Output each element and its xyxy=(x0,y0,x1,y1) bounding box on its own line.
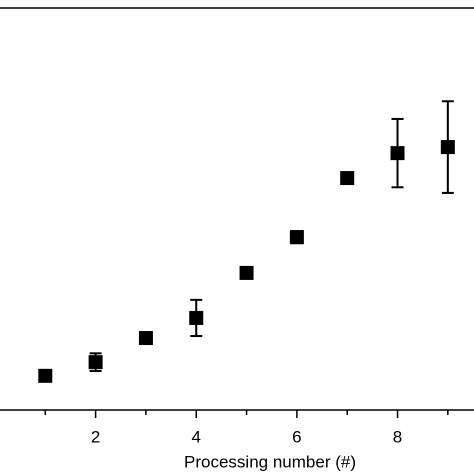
point xyxy=(390,146,405,161)
point xyxy=(289,230,304,245)
x-tick-label: 4 xyxy=(192,427,201,446)
point xyxy=(138,331,153,346)
x-tick-label: 2 xyxy=(91,427,100,446)
point xyxy=(440,140,455,155)
x-axis-label: Processing number (#) xyxy=(184,452,356,471)
point xyxy=(38,368,53,383)
point xyxy=(239,265,254,280)
point xyxy=(340,171,355,186)
x-tick-label: 8 xyxy=(393,427,402,446)
x-tick-label: 6 xyxy=(292,427,301,446)
point xyxy=(88,355,103,370)
point xyxy=(189,310,204,325)
